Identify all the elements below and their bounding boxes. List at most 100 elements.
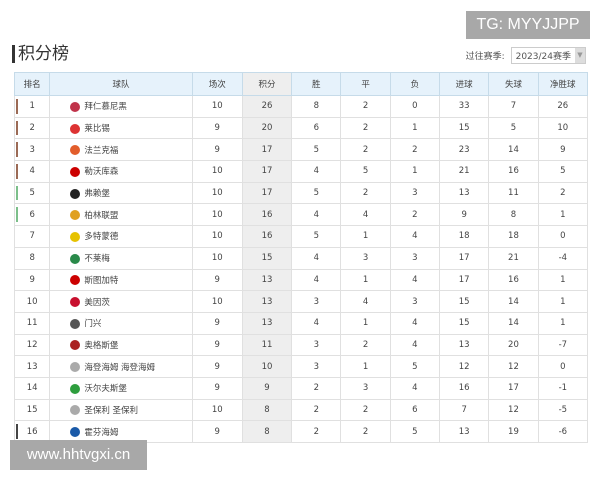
- table-row[interactable]: 4 勒沃库森 10 17 4 5 1 21 16 5: [13, 160, 589, 183]
- stat-cell: 3: [340, 376, 391, 400]
- table-row[interactable]: 7 多特蒙德 10 16 5 1 4 18 18 0: [13, 225, 589, 248]
- standings-table: 排名 球队 场次 积分胜平负进球 失球 净胜球 1 拜仁慕尼黑 10 26 8 2 0 33 7 26 2 莱比…: [13, 72, 589, 443]
- rank: 4: [29, 166, 35, 177]
- stat-cell: 26: [537, 95, 589, 118]
- rank-cell: 11: [13, 311, 51, 335]
- team-name[interactable]: 霍芬海姆: [84, 427, 119, 438]
- table-row[interactable]: 8 不莱梅 10 15 4 3 3 17 21 -4: [13, 246, 589, 270]
- team-name[interactable]: 拜仁慕尼黑: [84, 102, 127, 113]
- table-row[interactable]: 12 奥格斯堡 9 11 3 2 4 13 20 -7: [13, 333, 589, 357]
- team-cell[interactable]: 不莱梅: [49, 246, 193, 270]
- stat-cell: 20: [488, 333, 539, 357]
- stat-cell: 2: [340, 181, 391, 205]
- team-cell[interactable]: 美因茨: [49, 290, 193, 313]
- team-cell[interactable]: 门兴: [49, 311, 193, 335]
- table-row[interactable]: 16 霍芬海姆 9 8 2 2 5 13 19 -6: [13, 420, 589, 443]
- team-name[interactable]: 莱比锡: [84, 124, 110, 135]
- stat-cell: 17: [488, 376, 539, 400]
- rank: 14: [26, 383, 38, 394]
- stat-cell: 9: [438, 203, 490, 227]
- table-row[interactable]: 2 莱比锡 9 20 6 2 1 15 5 10: [13, 116, 589, 140]
- table-row[interactable]: 1 拜仁慕尼黑 10 26 8 2 0 33 7 26: [13, 95, 589, 118]
- table-row[interactable]: 15 圣保利 圣保利 10 8 2 2 6 7 12 -5: [13, 398, 589, 422]
- team-name[interactable]: 勒沃库森: [84, 167, 119, 178]
- team-cell[interactable]: 弗赖堡: [49, 181, 193, 205]
- rank-cell: 3: [13, 138, 51, 162]
- column-header: 积分: [241, 72, 293, 96]
- stat-cell: 4: [340, 290, 391, 313]
- team-logo-icon: [70, 362, 81, 373]
- team-name[interactable]: 法兰克福: [84, 145, 119, 156]
- team-cell[interactable]: 奥格斯堡: [49, 333, 193, 357]
- table-row[interactable]: 11 门兴 9 13 4 1 4 15 14 1: [13, 311, 589, 335]
- team-logo-icon: [70, 427, 81, 438]
- team-name[interactable]: 多特蒙德: [84, 232, 119, 243]
- table-row[interactable]: 13 海登海姆 海登海姆 9 10 3 1 5 12 12 0: [13, 355, 589, 378]
- stat-cell: 17: [241, 160, 293, 183]
- team-name[interactable]: 美因茨: [84, 297, 110, 308]
- column-header: 球队: [49, 72, 193, 96]
- team-name[interactable]: 斯图加特: [84, 275, 119, 286]
- zone-marker: [16, 99, 18, 114]
- table-row[interactable]: 10 美因茨 10 13 3 4 3 15 14 1: [13, 290, 589, 313]
- team-name[interactable]: 海登海姆 海登海姆: [84, 362, 156, 373]
- column-header: 排名: [13, 72, 51, 96]
- team-cell[interactable]: 多特蒙德: [49, 225, 193, 248]
- team-name[interactable]: 奥格斯堡: [84, 340, 119, 351]
- table-row[interactable]: 6 柏林联盟 10 16 4 4 2 9 8 1: [13, 203, 589, 227]
- team-name[interactable]: 不莱梅: [84, 254, 110, 265]
- table-row[interactable]: 9 斯图加特 9 13 4 1 4 17 16 1: [13, 268, 589, 292]
- stat-cell: 1: [340, 311, 391, 335]
- team-cell[interactable]: 圣保利 圣保利: [49, 398, 193, 422]
- stat-cell: 3: [291, 333, 342, 357]
- rank-cell: 12: [13, 333, 51, 357]
- table-row[interactable]: 14 沃尔夫斯堡 9 9 2 3 4 16 17 -1: [13, 376, 589, 400]
- zone-marker: [16, 120, 18, 136]
- stat-cell: 0: [537, 355, 589, 378]
- stat-cell: 1: [537, 290, 589, 313]
- stat-cell: 2: [340, 95, 391, 118]
- column-header: 净胜球: [537, 72, 589, 96]
- team-cell[interactable]: 拜仁慕尼黑: [49, 95, 193, 118]
- team-name[interactable]: 门兴: [84, 319, 102, 330]
- stat-cell: 15: [241, 246, 293, 270]
- rank: 5: [29, 188, 35, 199]
- team-cell[interactable]: 海登海姆 海登海姆: [49, 355, 193, 378]
- stat-cell: 5: [291, 181, 342, 205]
- stat-cell: 17: [241, 181, 293, 205]
- stat-cell: 13: [438, 333, 490, 357]
- table-row[interactable]: 3 法兰克福 9 17 5 2 2 23 14 9: [13, 138, 589, 162]
- rank-cell: 4: [13, 160, 51, 183]
- table-row[interactable]: 5 弗赖堡 10 17 5 2 3 13 11 2: [13, 181, 589, 205]
- rank: 12: [26, 339, 38, 350]
- stat-cell: 10: [191, 95, 243, 118]
- team-cell[interactable]: 莱比锡: [49, 116, 193, 140]
- stat-cell: 1: [537, 268, 589, 292]
- team-name[interactable]: 沃尔夫斯堡: [84, 384, 127, 395]
- stat-cell: 10: [191, 246, 243, 270]
- season-label: 过往赛季:: [465, 52, 505, 62]
- stat-cell: 4: [291, 246, 342, 270]
- season-select[interactable]: 2023/24赛季 ▼: [510, 47, 586, 64]
- team-logo-icon: [70, 210, 81, 221]
- team-logo-icon: [70, 166, 81, 177]
- stat-cell: 1: [537, 311, 589, 335]
- rank: 10: [26, 296, 38, 307]
- stat-cell: 17: [438, 268, 490, 292]
- team-cell[interactable]: 柏林联盟: [49, 203, 193, 227]
- team-name[interactable]: 圣保利 圣保利: [84, 405, 139, 416]
- team-name[interactable]: 弗赖堡: [84, 189, 110, 200]
- stat-cell: 13: [241, 311, 293, 335]
- team-cell[interactable]: 沃尔夫斯堡: [49, 376, 193, 400]
- stat-cell: -7: [537, 333, 589, 357]
- stat-cell: 5: [389, 355, 441, 378]
- team-cell[interactable]: 法兰克福: [49, 138, 193, 162]
- team-cell[interactable]: 斯图加特: [49, 268, 193, 292]
- team-logo-icon: [70, 275, 81, 286]
- rank-cell: 14: [13, 376, 51, 400]
- stat-cell: 2: [340, 420, 391, 443]
- team-cell[interactable]: 勒沃库森: [49, 160, 193, 183]
- chevron-down-icon[interactable]: ▼: [575, 48, 585, 63]
- team-name[interactable]: 柏林联盟: [84, 210, 119, 221]
- stat-cell: 9: [191, 138, 243, 162]
